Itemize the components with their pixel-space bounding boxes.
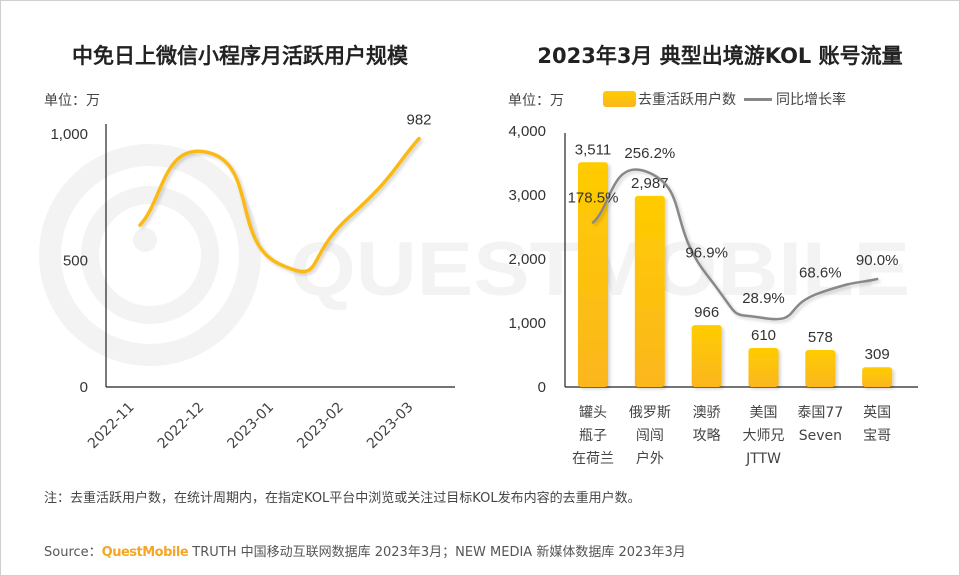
source-prefix: Source： (44, 545, 102, 560)
right-x-category-label: 攻略 (693, 428, 721, 444)
source-line: Source：QuestMobile TRUTH 中国移动互联网数据库 2023… (44, 541, 686, 560)
right-x-category-label: 宝哥 (863, 428, 891, 444)
legend-line-label: 同比增长率 (776, 92, 846, 108)
footnote: 注：去重活跃用户数，在统计周期内，在指定KOL平台中浏览或关注过目标KOL发布内… (44, 491, 641, 506)
left-y-tick-label: 0 (80, 379, 88, 396)
right-x-category-label: 户外 (636, 450, 664, 467)
bar-value-label: 578 (808, 329, 833, 346)
left-x-tick-label: 2023-03 (364, 399, 417, 452)
right-y-tick-label: 4,000 (508, 123, 546, 140)
bar-value-label: 309 (865, 346, 890, 363)
source-rest: TRUTH 中国移动互联网数据库 2023年3月；NEW MEDIA 新媒体数据… (188, 545, 686, 560)
bar-value-label: 966 (694, 304, 719, 321)
left-y-tick-label: 1,000 (50, 126, 88, 143)
right-x-category-label: 俄罗斯 (629, 405, 671, 421)
right-y-tick-label: 1,000 (508, 315, 546, 332)
left-series-line (138, 136, 421, 274)
right-y-tick-label: 3,000 (508, 187, 546, 204)
bar-value-label: 610 (751, 327, 776, 344)
growth-rate-label: 256.2% (624, 145, 675, 162)
right-x-category-label: 泰国77 (797, 405, 843, 421)
right-x-category-label: 美国 (750, 405, 778, 421)
right-x-category-label: Seven (799, 428, 842, 444)
bar (691, 325, 722, 387)
source-brand: QuestMobile (101, 545, 189, 560)
left-x-tick-label: 2023-01 (224, 399, 277, 452)
right-chart-title: 2023年3月 典型出境游KOL 账号流量 (537, 44, 903, 68)
bar (748, 347, 779, 387)
right-x-category-label: 澳骄 (693, 405, 721, 421)
growth-rate-label: 68.6% (799, 265, 842, 282)
left-x-tick-label: 2022-12 (155, 399, 208, 452)
watermark-dot (133, 228, 157, 252)
left-x-tick-label: 2022-11 (85, 399, 138, 452)
growth-rate-label: 28.9% (742, 290, 785, 307)
right-x-category-label: 闯闯 (636, 428, 664, 444)
legend-bar-swatch (603, 91, 636, 107)
bar-value-label: 3,511 (575, 141, 611, 158)
right-x-category-label: 罐头 (579, 405, 607, 421)
growth-rate-label: 90.0% (856, 252, 899, 269)
right-y-tick-label: 0 (538, 379, 546, 396)
right-x-category-label: 瓶子 (579, 428, 607, 444)
legend-bar-label: 去重活跃用户数 (638, 92, 736, 108)
right-x-category-label: JTTW (745, 451, 781, 467)
left-chart-title: 中免日上微信小程序月活跃用户规模 (72, 44, 408, 68)
watermark-ring-inner (81, 186, 219, 324)
left-chart-unit: 单位：万 (44, 93, 100, 109)
right-chart-legend: 去重活跃用户数 同比增长率 (603, 89, 846, 109)
bar (805, 350, 836, 387)
growth-rate-label: 96.9% (685, 245, 728, 262)
bar (862, 367, 893, 387)
bar (578, 162, 608, 387)
growth-rate-label: 178.5% (568, 190, 619, 207)
right-x-category-label: 英国 (863, 404, 891, 421)
watermark: QUESTMOBILE (39, 144, 910, 366)
watermark-ring-outer (39, 144, 261, 366)
left-x-tick-label: 2023-02 (294, 399, 347, 452)
left-y-tick-label: 500 (63, 253, 88, 270)
legend-line-swatch (744, 97, 772, 101)
right-x-category-label: 大师兄 (743, 428, 785, 444)
left-data-label: 982 (406, 112, 431, 129)
growth-rate-line (591, 168, 879, 321)
bar (634, 195, 665, 387)
right-y-tick-label: 2,000 (508, 251, 546, 268)
right-x-category-label: 在荷兰 (572, 451, 614, 467)
right-chart-unit: 单位：万 (508, 93, 564, 109)
